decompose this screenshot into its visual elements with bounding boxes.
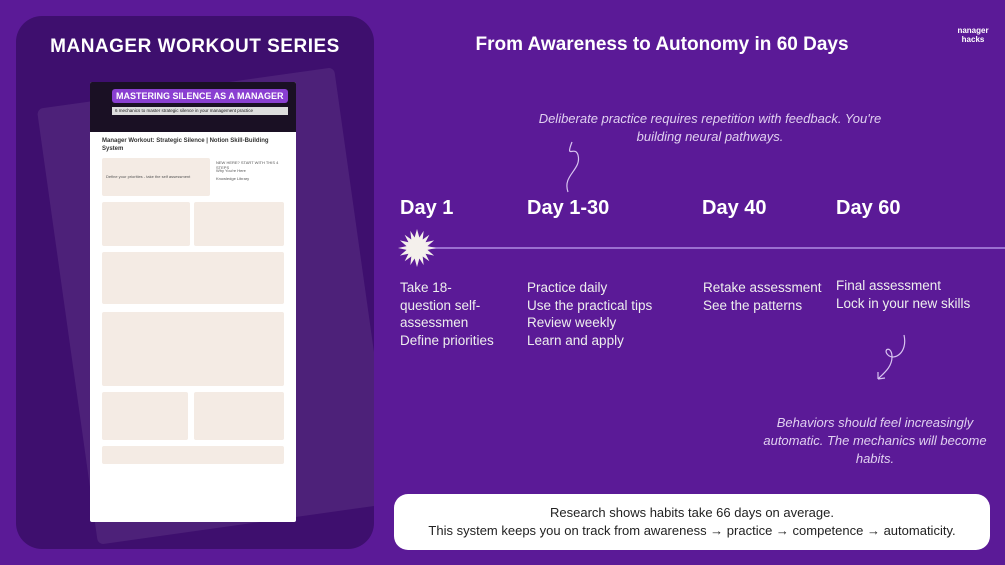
day-label-4: Day 60 (836, 197, 901, 219)
day-1-items: Take 18- question self-assessmen Define pr… (400, 280, 494, 348)
notion-page-screenshot: MASTERING SILENCE AS A MANAGER 6 mechani… (90, 82, 296, 522)
page-title: From Awareness to Autonomy in 60 Days (475, 34, 849, 55)
timeline-line (420, 247, 1005, 249)
callout-line-2: This system keeps you on track from awar… (428, 523, 956, 538)
squiggle-arrow-icon-2 (877, 334, 906, 380)
left-panel: MANAGER WORKOUT SERIES MASTERING SILENCE… (16, 16, 374, 549)
quote-top: Deliberate practice requires repetition … (538, 111, 882, 144)
day-label-3: Day 40 (702, 197, 767, 219)
day-1-30-items: Practice daily Use the practical tips Revi… (527, 280, 653, 348)
step-text: Define your priorities - take the self a… (106, 174, 191, 179)
series-title: MANAGER WORKOUT SERIES (50, 36, 340, 57)
page-banner: MASTERING SILENCE AS A MANAGER 6 mechani… (90, 82, 296, 132)
day-label-2: Day 1-30 (527, 197, 610, 219)
research-callout: Research shows habits take 66 days on av… (394, 494, 990, 550)
link-3: Knowledge Library (216, 176, 250, 181)
squiggle-arrow-icon (566, 141, 580, 193)
day-40-items: Retake assessment See the patterns (703, 280, 822, 313)
banner-title: MASTERING SILENCE AS A MANAGER (112, 89, 288, 103)
link-1: NEW HERE? START WITH THIS 4 STEPS (216, 160, 279, 170)
starburst-icon (398, 229, 436, 267)
brand-logo: nanager hacks (957, 26, 989, 44)
link-2: Why You're Here (216, 168, 246, 173)
banner-subtitle: 6 mechanics to master strategic silence … (112, 107, 288, 115)
notion-page-title: Manager Workout: Strategic Silence | Not… (102, 138, 269, 152)
quote-bottom: Behaviors should feel increasingly autom… (763, 415, 987, 466)
callout-line-1: Research shows habits take 66 days on av… (549, 505, 834, 520)
day-60-items: Final assessment Lock in your new skills (836, 278, 971, 311)
day-label-1: Day 1 (400, 197, 454, 219)
